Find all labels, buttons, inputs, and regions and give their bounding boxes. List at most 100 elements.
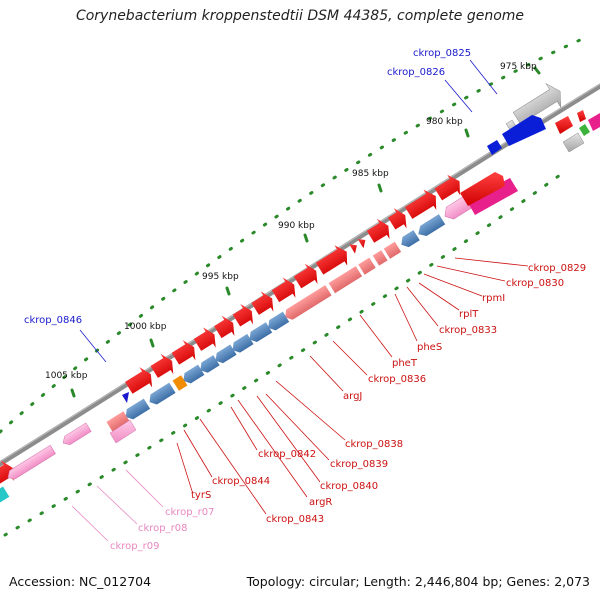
gene-upper-04[interactable] — [364, 216, 395, 247]
gene-edge-green[interactable] — [579, 124, 590, 136]
label-ckrop-0839[interactable]: ckrop_0839 — [330, 459, 388, 470]
leader-ckrop-0840 — [256, 395, 321, 483]
label-argR[interactable]: argR — [309, 497, 332, 508]
gene-ckrop-0833[interactable] — [372, 250, 388, 266]
label-ckrop-0843[interactable]: ckrop_0843 — [266, 514, 324, 525]
label-pheT[interactable]: pheT — [392, 358, 418, 369]
label-ckrop-0844[interactable]: ckrop_0844 — [212, 476, 270, 487]
gene-ckrop-0843[interactable] — [172, 375, 188, 391]
major-scale-ticks — [70, 66, 541, 398]
gene-ckrop-0842[interactable] — [180, 364, 205, 386]
gene-argJ[interactable] — [265, 311, 290, 333]
scale-label-985: 985 kbp — [352, 169, 389, 179]
leader-ckrop-0825 — [469, 59, 498, 95]
gene-upper-14[interactable] — [169, 337, 200, 369]
gene-upper-02[interactable] — [402, 186, 442, 223]
gene-ckrop-0830[interactable] — [415, 214, 446, 239]
label-argJ[interactable]: argJ — [343, 391, 362, 402]
gene-red-large[interactable] — [460, 172, 505, 206]
gene-cyan[interactable] — [0, 486, 10, 510]
leader-lines — [71, 59, 529, 542]
map-title: Corynebacterium kroppenstedtii DSM 44385… — [75, 8, 525, 24]
leader-argJ — [309, 355, 344, 392]
label-pheS[interactable]: pheS — [417, 342, 442, 353]
gene-blue-small[interactable] — [487, 140, 502, 155]
leader-ckrop-0829 — [454, 257, 529, 267]
scale-label-990: 990 kbp — [278, 221, 315, 231]
gene-upper-12[interactable] — [211, 313, 239, 343]
gene-ckrop-0840[interactable] — [212, 344, 237, 366]
leader-ckrop-0836 — [332, 340, 368, 376]
leader-rpmI — [423, 273, 483, 297]
label-ckrop-r08[interactable]: ckrop_r08 — [138, 523, 187, 534]
tick-975 — [533, 66, 541, 75]
gene-edge-grey[interactable] — [562, 132, 585, 153]
leader-rplT — [418, 282, 460, 311]
gene-lower-salmon[interactable] — [106, 411, 130, 433]
label-ckrop-0840[interactable]: ckrop_0840 — [320, 481, 378, 492]
tick-990 — [303, 233, 309, 243]
leader-ckrop-0826 — [444, 79, 473, 113]
label-tyrS[interactable]: tyrS — [191, 490, 211, 501]
leader-argR — [237, 399, 308, 498]
gene-edge-red-2[interactable] — [577, 110, 586, 122]
gene-upper-13[interactable] — [191, 324, 221, 355]
gene-edge-magenta[interactable] — [588, 113, 600, 131]
leader-ckrop-0839 — [265, 393, 330, 461]
gene-pink-left[interactable] — [109, 419, 137, 444]
gene-ckrop-0844[interactable] — [146, 382, 176, 407]
leader-ckrop-0846 — [79, 329, 107, 363]
scale-label-995: 995 kbp — [202, 272, 239, 282]
label-ckrop-0830[interactable]: ckrop_0830 — [506, 278, 564, 289]
leader-pheT — [359, 314, 393, 358]
gene-rpmI[interactable] — [398, 230, 420, 250]
gene-upper-17[interactable] — [0, 458, 19, 491]
right-edge-genes — [109, 110, 600, 444]
gene-argR[interactable] — [197, 355, 220, 375]
label-ckrop-0836[interactable]: ckrop_0836 — [368, 374, 426, 385]
leader-pheS — [394, 293, 418, 342]
gene-upper-09[interactable] — [269, 274, 300, 306]
gene-upper-11[interactable] — [230, 301, 258, 331]
gene-ckrop-r08[interactable] — [5, 444, 56, 482]
gene-upper-06[interactable] — [349, 241, 360, 254]
label-ckrop-0833[interactable]: ckrop_0833 — [439, 325, 497, 336]
scale-label-1005: 1005 kbp — [45, 371, 88, 381]
gene-edge-red-1[interactable] — [555, 116, 573, 134]
label-ckrop-0846[interactable]: ckrop_0846 — [24, 315, 82, 326]
gene-tyrS[interactable] — [123, 398, 151, 422]
gene-upper-05[interactable] — [357, 236, 369, 249]
leader-ckrop-0842 — [230, 406, 258, 451]
tick-995 — [225, 286, 231, 296]
gene-blue-large[interactable] — [502, 115, 546, 146]
scale-tick-arc-inner — [3, 173, 562, 537]
gene-upper-01[interactable] — [432, 171, 466, 205]
gene-upper-15[interactable] — [148, 351, 179, 382]
label-ckrop-0825[interactable]: ckrop_0825 — [413, 48, 471, 59]
gene-magenta-large[interactable] — [467, 178, 518, 215]
label-rplT[interactable]: rplT — [459, 309, 479, 320]
gene-ckrop-r07[interactable] — [60, 422, 92, 447]
gene-upper-16[interactable] — [122, 364, 157, 398]
label-rpmI[interactable]: rpmI — [482, 293, 505, 304]
label-ckrop-0829[interactable]: ckrop_0829 — [528, 263, 586, 274]
gene-ckrop-0836[interactable] — [282, 285, 332, 322]
leader-ckrop-r09 — [71, 505, 109, 542]
gene-ckrop-0838[interactable] — [246, 322, 273, 344]
gene-pheS[interactable] — [358, 257, 376, 275]
label-ckrop-0826[interactable]: ckrop_0826 — [387, 67, 445, 78]
gene-upper-03[interactable] — [385, 205, 411, 234]
label-ckrop-0842[interactable]: ckrop_0842 — [258, 449, 316, 460]
leader-ckrop-0838 — [275, 380, 346, 441]
gene-ckrop-0839[interactable] — [229, 333, 254, 355]
label-ckrop-0838[interactable]: ckrop_0838 — [345, 439, 403, 450]
gene-upper-10[interactable] — [249, 288, 279, 319]
tick-980 — [464, 128, 470, 138]
gene-upper-08[interactable] — [291, 261, 322, 293]
gene-rplT[interactable] — [383, 241, 402, 259]
gene-upper-07[interactable] — [313, 242, 353, 279]
leader-ckrop-0843 — [199, 418, 267, 515]
label-ckrop-r07[interactable]: ckrop_r07 — [165, 507, 214, 518]
label-ckrop-r09[interactable]: ckrop_r09 — [110, 541, 159, 552]
gene-pheT[interactable] — [328, 266, 363, 294]
